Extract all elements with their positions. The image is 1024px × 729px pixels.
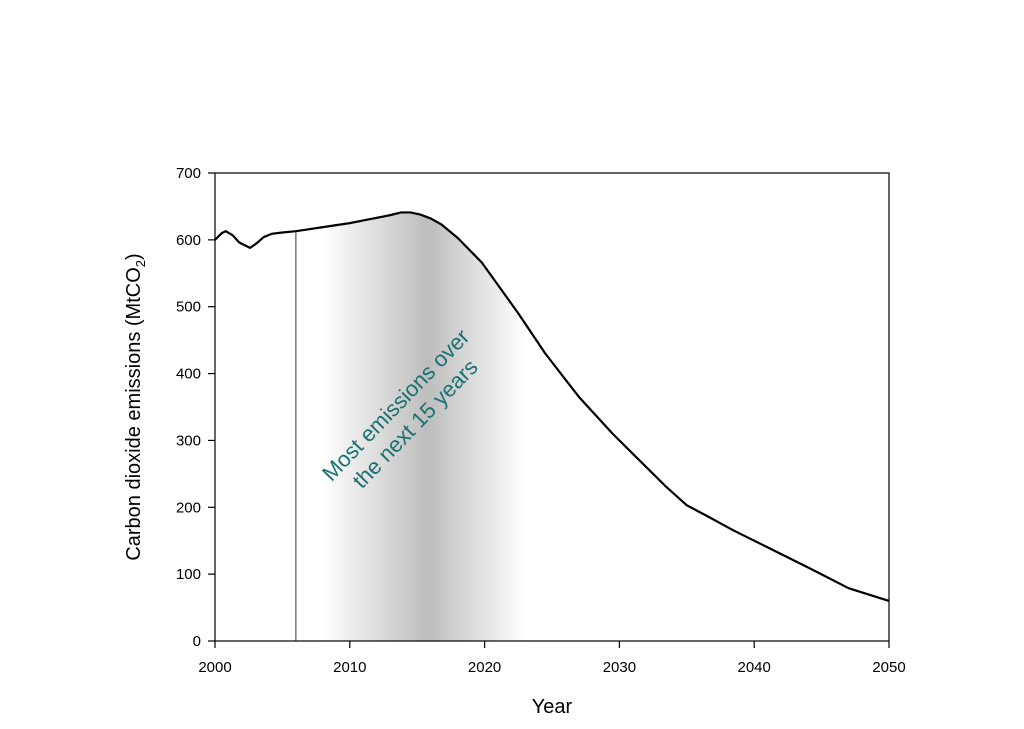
y-axis-title-suffix: ) <box>123 253 145 260</box>
shaded-band <box>322 212 526 641</box>
axis-ticks: 0 100 200 300 400 500 600 700 2000 2010 2020 2030 20… <box>176 165 906 676</box>
y-tick-label: 300 <box>176 432 201 449</box>
y-axis-title-main: Carbon dioxide emissions (MtCO <box>123 267 145 560</box>
x-tick-label: 2030 <box>603 659 636 676</box>
x-axis-title: Year <box>532 696 573 718</box>
y-tick-label: 400 <box>176 366 201 383</box>
y-tick-label: 600 <box>176 232 201 249</box>
shaded-band-layer <box>322 212 526 641</box>
y-tick-label: 0 <box>193 633 201 650</box>
series-line <box>214 211 890 602</box>
x-tick-label: 2000 <box>198 659 231 676</box>
x-tick-label: 2010 <box>333 659 366 676</box>
x-tick-label: 2040 <box>738 659 771 676</box>
y-tick-label: 500 <box>176 299 201 316</box>
plot-area-frame <box>214 172 890 642</box>
series-layer <box>214 211 890 602</box>
y-axis-title-subscript: 2 <box>133 260 148 267</box>
y-tick-label: 100 <box>176 566 201 583</box>
y-axis-title: Carbon dioxide emissions (MtCO2) <box>123 253 148 560</box>
x-tick-label: 2050 <box>872 659 905 676</box>
y-tick-label: 200 <box>176 499 201 516</box>
y-tick-label: 700 <box>176 165 201 182</box>
x-tick-label: 2020 <box>468 659 501 676</box>
